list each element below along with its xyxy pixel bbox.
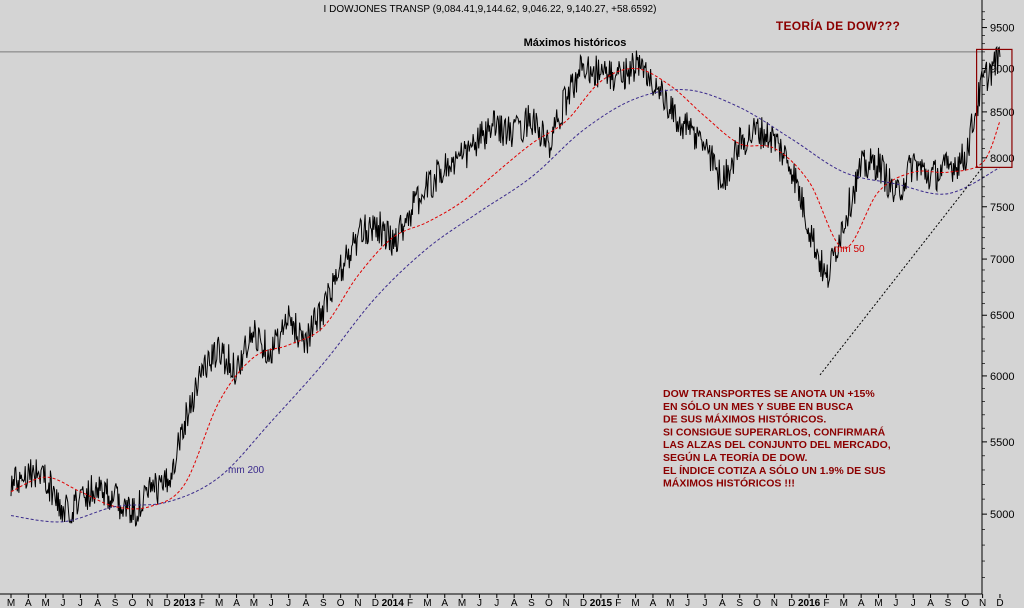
annotation-line: SI CONSIGUE SUPERARLOS, CONFIRMARÁ <box>663 425 886 438</box>
y-tick-label: 8500 <box>990 107 1014 119</box>
x-month-label: A <box>858 598 865 608</box>
x-month-label: A <box>94 598 101 608</box>
x-month-label: M <box>250 598 258 608</box>
y-tick-label: 6500 <box>990 310 1014 322</box>
annotation-line: LAS ALZAS DEL CONJUNTO DEL MERCADO, <box>663 439 891 451</box>
y-tick-label: 6000 <box>990 371 1014 383</box>
chart-title: Máximos históricos <box>524 37 627 49</box>
x-month-label: J <box>477 598 482 608</box>
x-month-label: O <box>545 598 553 608</box>
x-month-label: M <box>7 598 15 608</box>
y-tick-label: 9000 <box>990 64 1014 76</box>
x-month-label: J <box>893 598 898 608</box>
x-month-label: M <box>215 598 223 608</box>
mm200-series-line <box>10 89 1001 523</box>
x-month-label: A <box>233 598 240 608</box>
x-month-label: N <box>979 598 986 608</box>
x-month-label: D <box>164 598 171 608</box>
annotation-line: MÁXIMOS HISTÓRICOS !!! <box>663 477 795 490</box>
price-series-line <box>10 45 1001 527</box>
x-month-label: M <box>666 598 674 608</box>
x-month-label: M <box>458 598 466 608</box>
y-tick-label: 9500 <box>990 23 1014 35</box>
x-month-label: J <box>685 598 690 608</box>
annotation-line: EL ÍNDICE COTIZA A SÓLO UN 1.9% DE SUS <box>663 464 886 477</box>
x-month-label: M <box>631 598 639 608</box>
x-month-label: D <box>996 598 1003 608</box>
mm50-label: mm 50 <box>834 244 865 255</box>
x-month-label: N <box>563 598 570 608</box>
x-month-label: J <box>494 598 499 608</box>
x-month-label: J <box>911 598 916 608</box>
x-month-label: A <box>927 598 934 608</box>
x-month-label: N <box>354 598 361 608</box>
x-month-label: J <box>286 598 291 608</box>
x-month-label: M <box>42 598 50 608</box>
x-month-label: S <box>528 598 535 608</box>
dow-theory-title: TEORÍA DE DOW??? <box>776 18 900 33</box>
y-tick-label: 7000 <box>990 254 1014 266</box>
x-month-label: J <box>61 598 66 608</box>
x-month-label: S <box>945 598 952 608</box>
x-year-label: 2016 <box>798 598 821 608</box>
x-year-label: 2015 <box>590 598 613 608</box>
x-month-label: M <box>874 598 882 608</box>
x-month-label: A <box>650 598 657 608</box>
x-month-label: N <box>146 598 153 608</box>
x-month-label: J <box>269 598 274 608</box>
x-month-label: N <box>771 598 778 608</box>
annotation-line: DOW TRANSPORTES SE ANOTA UN +15% <box>663 388 875 400</box>
x-month-label: A <box>441 598 448 608</box>
x-month-label: M <box>423 598 431 608</box>
x-month-label: D <box>372 598 379 608</box>
x-month-label: S <box>736 598 743 608</box>
x-month-label: D <box>788 598 795 608</box>
x-month-label: S <box>112 598 119 608</box>
ticker-header: I DOWJONES TRANSP (9,084.41,9,144.62, 9,… <box>324 4 657 15</box>
x-month-label: A <box>25 598 32 608</box>
x-year-label: 2014 <box>382 598 405 608</box>
highlight-box <box>975 48 1013 168</box>
annotation-line: DE SUS MÁXIMOS HISTÓRICOS. <box>663 413 826 426</box>
x-month-label: A <box>303 598 310 608</box>
y-tick-label: 5000 <box>990 509 1014 521</box>
x-month-label: D <box>580 598 587 608</box>
x-month-label: O <box>961 598 969 608</box>
x-month-label: F <box>199 598 205 608</box>
y-tick-label: 8000 <box>990 153 1014 165</box>
x-month-label: O <box>753 598 761 608</box>
x-month-label: A <box>719 598 726 608</box>
x-month-label: F <box>615 598 621 608</box>
x-month-label: F <box>407 598 413 608</box>
x-month-label: F <box>823 598 829 608</box>
x-month-label: S <box>320 598 327 608</box>
x-year-label: 2013 <box>173 598 196 608</box>
mm200-label: mm 200 <box>228 465 265 476</box>
annotation-line: SEGÚN LA TEORÍA DE DOW. <box>663 451 808 464</box>
x-month-label: A <box>511 598 518 608</box>
x-month-label: J <box>703 598 708 608</box>
x-month-label: M <box>840 598 848 608</box>
y-tick-label: 7500 <box>990 202 1014 214</box>
x-month-label: O <box>129 598 137 608</box>
x-month-label: O <box>337 598 345 608</box>
x-month-label: J <box>78 598 83 608</box>
mm50-series-line <box>10 68 1001 510</box>
annotation-line: EN SÓLO UN MES Y SUBE EN BUSCA <box>663 400 854 413</box>
y-tick-label: 5500 <box>990 437 1014 449</box>
